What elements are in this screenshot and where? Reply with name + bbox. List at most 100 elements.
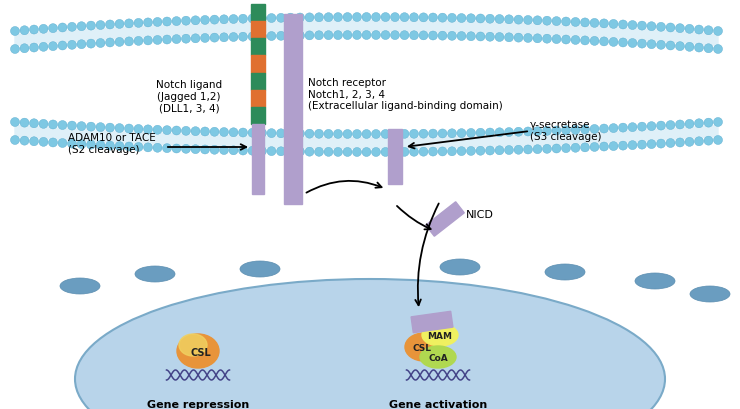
Circle shape <box>49 139 58 148</box>
Circle shape <box>124 125 133 134</box>
Circle shape <box>457 129 466 138</box>
Circle shape <box>343 148 352 157</box>
Circle shape <box>666 139 675 148</box>
Circle shape <box>371 13 380 22</box>
Text: NICD: NICD <box>466 209 494 220</box>
Circle shape <box>495 34 504 43</box>
Circle shape <box>647 40 656 49</box>
Circle shape <box>590 19 599 28</box>
Circle shape <box>238 33 247 42</box>
Circle shape <box>134 37 143 46</box>
Circle shape <box>533 127 542 136</box>
Circle shape <box>391 130 400 139</box>
Circle shape <box>533 17 542 26</box>
Text: CoA: CoA <box>428 354 448 363</box>
Circle shape <box>201 16 209 25</box>
Circle shape <box>590 143 599 152</box>
Ellipse shape <box>545 264 585 280</box>
Text: MAM: MAM <box>428 332 452 341</box>
Circle shape <box>676 121 684 130</box>
Circle shape <box>448 32 457 41</box>
Circle shape <box>277 130 286 139</box>
Circle shape <box>505 34 514 43</box>
Circle shape <box>144 126 152 135</box>
Circle shape <box>580 19 590 28</box>
Circle shape <box>571 144 580 153</box>
Circle shape <box>637 141 647 150</box>
Circle shape <box>476 33 485 42</box>
Circle shape <box>542 17 551 26</box>
Circle shape <box>106 39 115 48</box>
Circle shape <box>656 41 665 50</box>
Circle shape <box>210 34 219 43</box>
Circle shape <box>609 142 618 151</box>
Circle shape <box>39 120 48 129</box>
Circle shape <box>305 14 314 23</box>
Circle shape <box>201 146 209 155</box>
Circle shape <box>409 14 419 23</box>
Circle shape <box>267 32 276 41</box>
Circle shape <box>258 129 266 138</box>
Circle shape <box>391 148 400 157</box>
Circle shape <box>656 23 665 32</box>
Circle shape <box>533 35 542 44</box>
Circle shape <box>77 122 86 131</box>
Circle shape <box>656 140 665 149</box>
Circle shape <box>695 26 704 35</box>
Circle shape <box>599 20 608 29</box>
Circle shape <box>77 40 86 49</box>
Circle shape <box>485 129 494 138</box>
Circle shape <box>362 13 371 22</box>
Circle shape <box>67 122 76 131</box>
Circle shape <box>172 36 181 45</box>
Circle shape <box>144 19 152 28</box>
Ellipse shape <box>690 286 730 302</box>
Circle shape <box>628 39 637 48</box>
Circle shape <box>96 141 105 150</box>
Circle shape <box>419 32 428 41</box>
Circle shape <box>580 144 590 153</box>
Circle shape <box>505 128 514 137</box>
Ellipse shape <box>635 273 675 289</box>
Circle shape <box>619 39 628 48</box>
Circle shape <box>466 147 476 156</box>
Circle shape <box>523 146 533 155</box>
Circle shape <box>676 25 684 34</box>
Circle shape <box>381 148 390 157</box>
Circle shape <box>334 130 343 139</box>
Circle shape <box>181 145 190 154</box>
Bar <box>251 39 265 56</box>
Circle shape <box>30 44 38 53</box>
Circle shape <box>391 31 400 40</box>
Circle shape <box>181 35 190 44</box>
Text: Notch receptor
Notch1, 2, 3, 4
(Extracellular ligand-binding domain): Notch receptor Notch1, 2, 3, 4 (Extracel… <box>308 78 502 111</box>
Bar <box>251 56 265 73</box>
Circle shape <box>30 26 38 35</box>
Circle shape <box>210 146 219 155</box>
Circle shape <box>305 32 314 41</box>
Circle shape <box>220 128 229 137</box>
Ellipse shape <box>75 279 665 409</box>
Circle shape <box>172 127 181 136</box>
Circle shape <box>229 146 238 155</box>
Circle shape <box>124 38 133 47</box>
Circle shape <box>115 124 124 133</box>
Circle shape <box>172 18 181 27</box>
Circle shape <box>20 27 29 36</box>
Circle shape <box>695 119 704 128</box>
Circle shape <box>457 147 466 156</box>
Circle shape <box>286 14 295 23</box>
Circle shape <box>523 16 533 25</box>
Circle shape <box>181 127 190 136</box>
Circle shape <box>704 119 713 128</box>
Circle shape <box>637 40 647 49</box>
Circle shape <box>96 39 105 48</box>
Circle shape <box>637 22 647 31</box>
Circle shape <box>305 148 314 157</box>
Circle shape <box>647 122 656 131</box>
Circle shape <box>30 119 38 128</box>
Circle shape <box>277 14 286 23</box>
Circle shape <box>619 142 628 151</box>
Circle shape <box>628 21 637 30</box>
Circle shape <box>229 34 238 43</box>
